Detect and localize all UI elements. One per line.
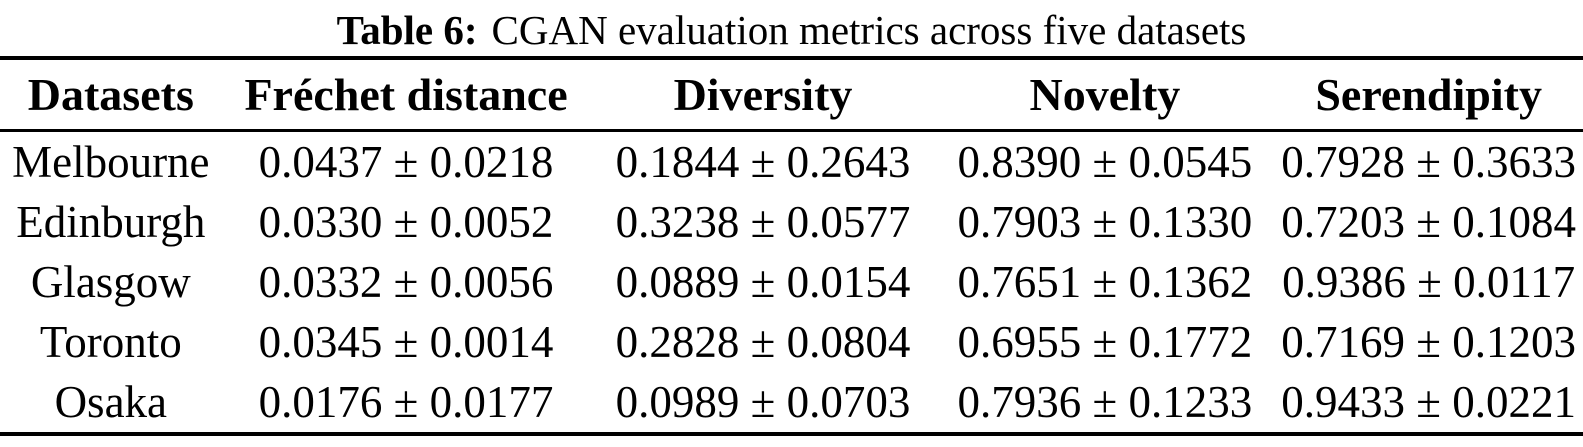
serendipity-value: 0.9433 ± 0.0221 xyxy=(1281,377,1576,427)
frechet-value: 0.0330 ± 0.0052 xyxy=(258,197,554,247)
dataset-name: Toronto xyxy=(39,317,182,367)
novelty-value: 0.7903 ± 0.1330 xyxy=(957,197,1253,247)
table-row: Toronto 0.0345 ± 0.0014 0.2828 ± 0.0804 … xyxy=(0,312,1583,372)
table-row: Edinburgh 0.0330 ± 0.0052 0.3238 ± 0.057… xyxy=(0,192,1583,252)
frechet-value: 0.0332 ± 0.0056 xyxy=(258,257,554,307)
diversity-value: 0.3238 ± 0.0577 xyxy=(615,197,911,247)
diversity-value: 0.0989 ± 0.0703 xyxy=(615,377,911,427)
diversity-value: 0.2828 ± 0.0804 xyxy=(615,317,911,367)
serendipity-value: 0.7203 ± 0.1084 xyxy=(1281,197,1576,247)
novelty-value: 0.7936 ± 0.1233 xyxy=(957,377,1253,427)
table-caption-label: Table 6: xyxy=(336,7,478,53)
table-row: Osaka 0.0176 ± 0.0177 0.0989 ± 0.0703 0.… xyxy=(0,372,1583,434)
serendipity-value: 0.9386 ± 0.0117 xyxy=(1282,257,1576,307)
dataset-name: Osaka xyxy=(54,377,168,427)
frechet-value: 0.0345 ± 0.0014 xyxy=(258,317,554,367)
frechet-value: 0.0437 ± 0.0218 xyxy=(258,137,554,187)
table-caption: Table 6: CGAN evaluation metrics across f… xyxy=(0,0,1583,56)
frechet-value: 0.0176 ± 0.0177 xyxy=(258,377,554,427)
table-header-row: Datasets Fréchet distance Diversity Nove… xyxy=(0,58,1583,132)
column-header-diversity: Diversity xyxy=(590,58,936,132)
column-header-novelty: Novelty xyxy=(935,58,1275,132)
serendipity-value: 0.7169 ± 0.1203 xyxy=(1281,317,1576,367)
novelty-value: 0.7651 ± 0.1362 xyxy=(957,257,1253,307)
novelty-value: 0.6955 ± 0.1772 xyxy=(957,317,1253,367)
cgan-metrics-table: Datasets Fréchet distance Diversity Nove… xyxy=(0,56,1583,436)
table-row: Glasgow 0.0332 ± 0.0056 0.0889 ± 0.0154 … xyxy=(0,252,1583,312)
table-caption-text: CGAN evaluation metrics across five data… xyxy=(491,7,1247,53)
column-header-datasets: Datasets xyxy=(0,58,222,132)
dataset-name: Glasgow xyxy=(30,257,191,307)
table-row: Melbourne 0.0437 ± 0.0218 0.1844 ± 0.264… xyxy=(0,131,1583,193)
diversity-value: 0.1844 ± 0.2643 xyxy=(615,137,911,187)
column-header-serendipity: Serendipity xyxy=(1274,58,1583,132)
dataset-name: Melbourne xyxy=(12,137,210,187)
column-header-frechet: Fréchet distance xyxy=(221,58,591,132)
serendipity-value: 0.7928 ± 0.3633 xyxy=(1281,137,1576,187)
diversity-value: 0.0889 ± 0.0154 xyxy=(615,257,911,307)
novelty-value: 0.8390 ± 0.0545 xyxy=(957,137,1253,187)
dataset-name: Edinburgh xyxy=(16,197,206,247)
